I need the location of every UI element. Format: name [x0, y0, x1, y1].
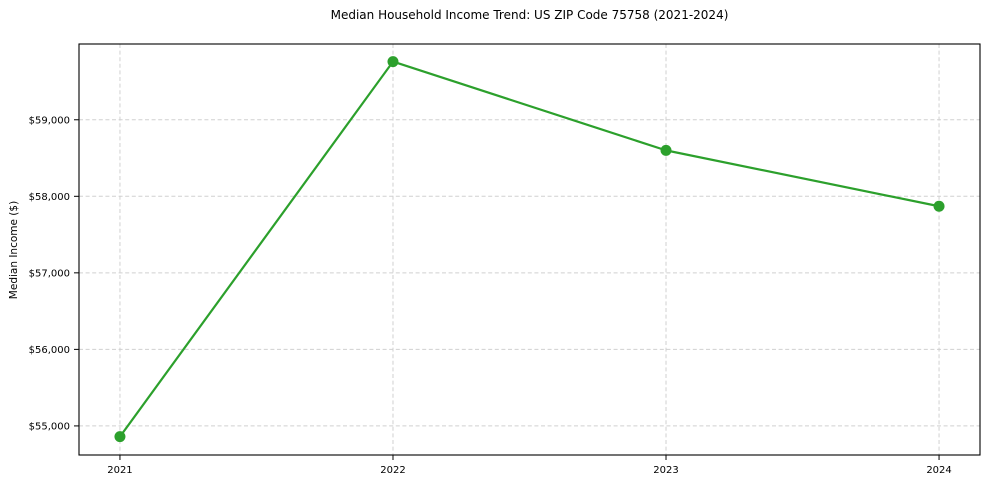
data-point-marker: [387, 56, 399, 68]
x-tick-label: 2022: [380, 465, 405, 476]
y-tick-label: $59,000: [29, 115, 70, 126]
y-tick-label: $57,000: [29, 268, 70, 279]
data-point-marker: [933, 200, 945, 212]
x-tick-label: 2023: [653, 465, 678, 476]
chart-title: Median Household Income Trend: US ZIP Co…: [330, 8, 729, 22]
y-tick-label: $56,000: [29, 345, 70, 356]
series-line: [118, 60, 941, 438]
axes-frame: [78, 43, 981, 456]
data-point-marker: [660, 144, 672, 156]
x-tick-label: 2021: [107, 465, 132, 476]
x-tick-label: 2024: [926, 465, 951, 476]
data-point-marker: [114, 431, 126, 443]
y-tick-label: $55,000: [29, 421, 70, 432]
y-tick-label: $58,000: [29, 192, 70, 203]
